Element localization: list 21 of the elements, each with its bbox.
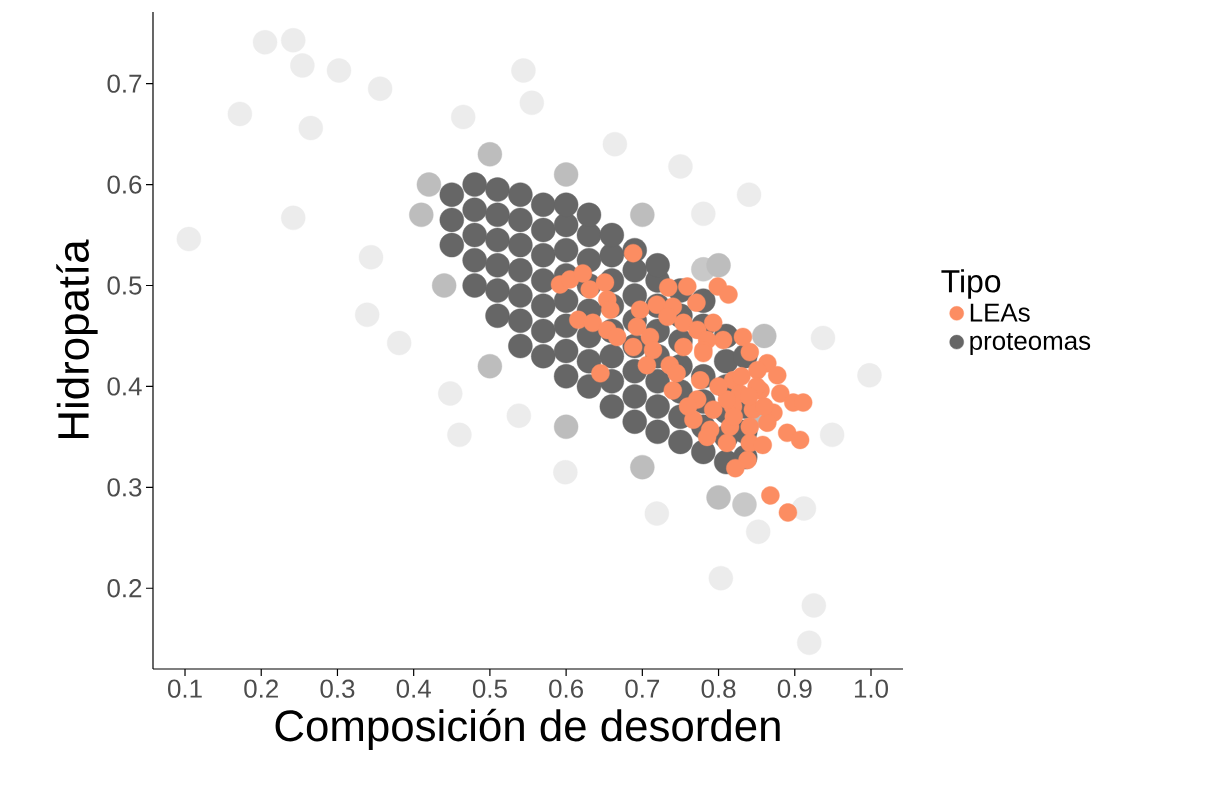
legend-label: proteomas [970, 333, 1091, 356]
x-tick-label: 0.3 [320, 679, 355, 698]
x-axis-title: Composición de desorden [275, 708, 780, 751]
x-tick-label: 0.1 [168, 679, 202, 698]
x-tick-label: 0.6 [549, 679, 583, 698]
y-tick-label: 0.7 [107, 74, 142, 93]
y-tick-label: 0.6 [107, 175, 142, 194]
legend-title: Tipo [941, 269, 1001, 299]
x-tick-label: 0.8 [701, 679, 736, 698]
y-tick-label: 0.4 [107, 377, 142, 396]
x-tick-label: 1.0 [854, 679, 888, 698]
legend-label: LEAs [970, 303, 1030, 322]
y-tick-label: 0.2 [107, 579, 142, 598]
x-tick-label: 0.9 [777, 679, 812, 698]
y-axis-title: Hidropatía [56, 239, 98, 439]
x-tick-label: 0.4 [396, 679, 431, 698]
x-tick-label: 0.2 [244, 679, 278, 698]
y-tick-label: 0.3 [107, 478, 142, 497]
x-tick-label: 0.5 [472, 679, 507, 698]
y-tick-label: 0.5 [107, 276, 142, 295]
x-tick-label: 0.7 [625, 679, 660, 698]
